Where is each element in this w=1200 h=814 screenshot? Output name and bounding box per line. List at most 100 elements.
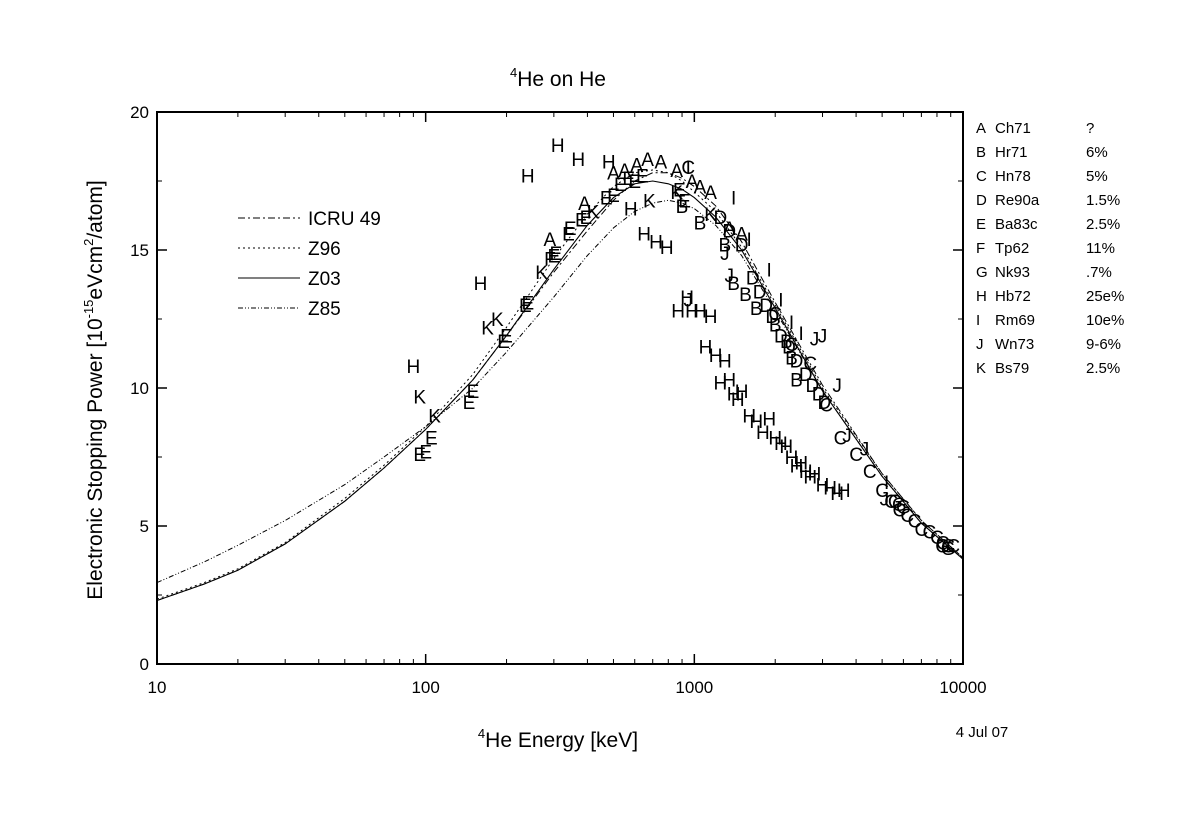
data-point-E: E	[564, 219, 577, 240]
data-point-E: E	[519, 296, 532, 317]
svg-text:Electronic Stopping Power [10-: Electronic Stopping Power [10-15eVcm2/at…	[81, 180, 107, 599]
chart-title-text: He on He	[517, 68, 606, 91]
y-axis: 0 5 10 15 20	[130, 103, 963, 674]
x-axis: 10 100 1000 10000	[148, 112, 987, 697]
data-point-B: B	[780, 332, 793, 353]
plot-frame	[156, 111, 964, 665]
data-point-D: D	[806, 376, 820, 397]
data-point-K: K	[491, 310, 504, 331]
data-point-C: C	[884, 492, 898, 513]
data-point-G: G	[888, 492, 903, 513]
data-point-E: E	[425, 429, 438, 450]
y-tick-label: 20	[130, 103, 149, 122]
data-point-B: B	[727, 274, 740, 295]
data-point-D: D	[759, 296, 773, 317]
reference-name: Rm69	[995, 312, 1035, 329]
data-point-A: A	[641, 150, 654, 171]
data-point-C: C	[834, 429, 848, 450]
reference-code: F	[976, 240, 985, 257]
y-axis-label-post: /atom]	[84, 180, 107, 238]
data-point-K: K	[643, 191, 656, 212]
reference-name: Nk93	[995, 264, 1030, 281]
data-point-C: C	[946, 536, 960, 557]
data-point-H: H	[704, 307, 718, 328]
curves	[156, 169, 964, 602]
data-point-C: C	[923, 523, 937, 544]
reference-list: A Ch71 ? B Hr71 6% C Hn78 5% D Re90a 1.5% E Ba83c 2.5%…	[976, 120, 1124, 377]
data-point-A: A	[735, 224, 748, 245]
data-point-H: H	[742, 407, 756, 428]
data-point-H: H	[794, 454, 808, 475]
data-point-C: C	[941, 536, 955, 557]
data-point-E: E	[628, 172, 641, 193]
data-point-D: D	[782, 338, 796, 359]
legend-label-3: Z85	[308, 299, 341, 320]
data-point-C: C	[893, 500, 907, 521]
data-point-H: H	[731, 390, 745, 411]
data-point-C: C	[768, 305, 782, 326]
data-point-C: C	[930, 528, 944, 549]
data-point-K: K	[481, 318, 494, 339]
data-point-A: A	[544, 230, 557, 251]
x-axis-label: 4He Energy [keV]	[478, 726, 638, 752]
data-point-E: E	[521, 293, 534, 314]
reference-name: Re90a	[995, 192, 1040, 209]
data-point-E: E	[463, 393, 476, 414]
data-point-A: A	[694, 178, 707, 199]
y-axis-label: Electronic Stopping Power [10-15eVcm2/at…	[81, 180, 107, 599]
y-axis-label-pre: Electronic Stopping Power [10	[84, 318, 107, 599]
data-point-H: H	[571, 150, 585, 171]
data-point-H: H	[699, 338, 713, 359]
data-point-I: I	[686, 158, 691, 179]
y-tick-label: 15	[130, 241, 149, 260]
data-point-H: H	[407, 357, 421, 378]
data-point-C: C	[785, 335, 799, 356]
data-point-J: J	[810, 329, 820, 350]
data-point-A: A	[607, 164, 620, 185]
svg-text:4He on He: 4He on He	[510, 65, 606, 91]
x-tick-label: 1000	[675, 678, 713, 697]
data-point-I: I	[747, 230, 752, 251]
data-point-E: E	[548, 247, 561, 268]
data-point-C: C	[900, 506, 914, 527]
data-point-E: E	[419, 443, 432, 464]
reference-code: J	[976, 336, 984, 353]
data-point-J: J	[725, 266, 735, 287]
data-point-I: I	[767, 260, 772, 281]
data-point-H: H	[474, 274, 488, 295]
data-point-A: A	[686, 172, 699, 193]
data-point-J: J	[832, 376, 842, 397]
y-tick-label: 0	[140, 655, 149, 674]
x-axis-label-text: He Energy [keV]	[485, 729, 638, 752]
data-point-H: H	[823, 478, 837, 499]
data-point-E: E	[500, 327, 513, 348]
data-point-A: A	[578, 194, 591, 215]
reference-code: H	[976, 288, 987, 305]
data-point-F: F	[544, 249, 556, 270]
data-point-H: H	[709, 346, 723, 367]
data-point-B: B	[739, 285, 752, 306]
reference-name: Ch71	[995, 120, 1031, 137]
data-point-B: B	[790, 371, 803, 392]
reference-name: Ba83c	[995, 216, 1038, 233]
data-point-H: H	[816, 476, 830, 497]
x-tick-label: 10	[148, 678, 167, 697]
reference-error: 2.5%	[1086, 360, 1120, 377]
reference-code: B	[976, 144, 986, 161]
data-point-E: E	[413, 445, 426, 466]
curve-3	[156, 199, 964, 584]
data-point-K: K	[428, 407, 441, 428]
x-axis-label-superscript: 4	[478, 726, 485, 741]
reference-error: 1.5%	[1086, 192, 1120, 209]
data-point-E: E	[562, 224, 575, 245]
data-point-B: B	[694, 213, 707, 234]
x-tick-label: 10000	[939, 678, 986, 697]
data-point-D: D	[714, 208, 728, 229]
data-point-H: H	[735, 382, 749, 403]
data-point-D: D	[746, 269, 760, 290]
data-point-J: J	[880, 489, 890, 510]
data-point-C: C	[681, 158, 695, 179]
reference-error: .7%	[1086, 264, 1112, 281]
